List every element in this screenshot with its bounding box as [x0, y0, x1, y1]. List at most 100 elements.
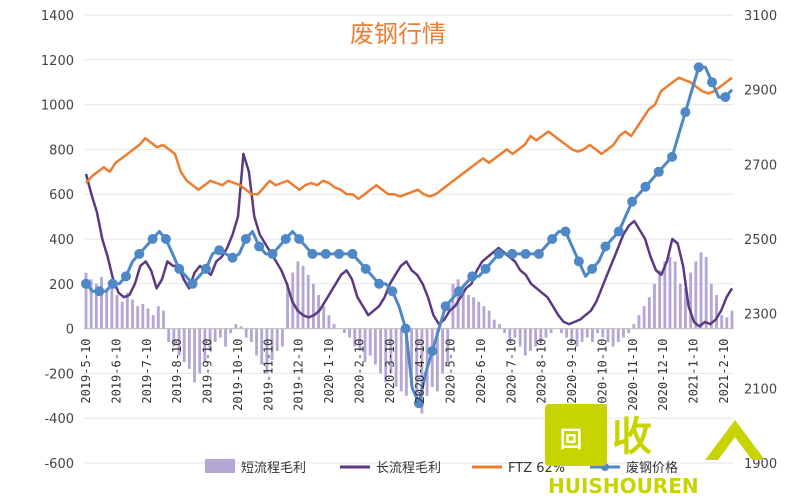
bar-short-process — [684, 288, 687, 329]
right-tick-label: 2500 — [744, 233, 777, 248]
price-marker — [653, 166, 664, 177]
price-marker — [613, 226, 624, 237]
bar-short-process — [327, 315, 331, 329]
bar-short-process — [415, 328, 419, 407]
bar-short-process — [146, 308, 150, 329]
bar-short-process — [399, 328, 403, 392]
bar-short-process — [436, 328, 439, 392]
bar-short-process — [467, 295, 470, 329]
bar-short-process — [296, 261, 300, 329]
x-tick-label: 2020-11-10 — [626, 339, 640, 411]
left-tick-label: 1200 — [41, 54, 74, 69]
price-marker — [134, 248, 145, 259]
bar-short-process — [89, 279, 93, 329]
bar-short-process — [275, 328, 279, 351]
x-tick-label: 2020-2-10 — [352, 339, 366, 404]
bar-short-process — [131, 299, 134, 329]
x-tick-label: 2020-1-10 — [322, 339, 336, 404]
watermark-logo-text-1: 回 — [560, 428, 582, 453]
bar-short-process — [234, 324, 238, 329]
price-marker — [627, 196, 638, 207]
bar-short-process — [389, 328, 393, 374]
left-tick-label: 200 — [49, 278, 74, 293]
bar-short-process — [224, 328, 227, 347]
bar-short-process — [730, 310, 734, 329]
bar-short-process — [606, 328, 610, 343]
bar-short-process — [425, 328, 429, 396]
bar-short-process — [565, 328, 569, 338]
left-tick-label: 1400 — [41, 9, 74, 24]
bar-short-process — [368, 328, 372, 356]
price-marker — [680, 107, 691, 118]
bar-short-process — [182, 328, 186, 363]
bar-short-process — [167, 328, 171, 343]
x-tick-label: 2021-1-10 — [687, 339, 701, 404]
bar-short-process — [430, 328, 434, 387]
bar-short-process — [177, 328, 181, 356]
bar-short-process — [482, 306, 486, 329]
price-marker — [81, 278, 91, 289]
price-marker — [667, 151, 678, 162]
price-marker — [707, 77, 718, 88]
bar-short-process — [213, 328, 217, 343]
bar-short-process — [580, 328, 584, 343]
bar-short-process — [265, 328, 269, 374]
left-axis-ticks: 1400 1200 1000 800 600 400 200 0 -200 -400 -600 — [41, 9, 74, 472]
price-marker — [360, 263, 371, 274]
bar-short-process — [115, 295, 119, 329]
price-marker — [467, 271, 478, 282]
bar-short-process — [518, 328, 522, 347]
price-marker — [387, 286, 398, 297]
bar-short-process — [84, 272, 88, 329]
bar-short-process — [311, 283, 315, 329]
x-tick-label: 2019-8-10 — [170, 339, 184, 404]
bar-short-process — [348, 328, 351, 338]
bar-short-process — [498, 324, 501, 329]
bar-short-process — [172, 328, 176, 347]
x-tick-label: 2019-5-10 — [79, 339, 93, 404]
price-marker — [280, 234, 291, 244]
price-marker — [533, 248, 544, 259]
bar-short-process — [529, 328, 532, 351]
price-marker — [587, 263, 598, 274]
right-tick-label: 2300 — [744, 308, 777, 323]
price-marker — [174, 263, 185, 274]
price-marker — [573, 256, 584, 267]
bar-short-process — [410, 328, 414, 387]
left-tick-label: 0 — [66, 323, 74, 338]
bar-short-process — [260, 328, 264, 365]
right-tick-label: 2100 — [744, 382, 777, 397]
bar-short-process — [616, 328, 620, 343]
price-marker — [400, 323, 411, 334]
bar-short-process — [404, 328, 408, 396]
left-tick-label: -200 — [44, 367, 74, 382]
series-1 — [84, 152, 734, 328]
left-tick-label: 800 — [49, 143, 74, 158]
bar-short-process — [715, 295, 718, 329]
bar-short-process — [534, 328, 538, 347]
watermark-recycle-icon — [705, 420, 765, 460]
series-3 — [81, 62, 734, 409]
bar-short-process — [720, 315, 724, 329]
price-marker — [227, 252, 238, 263]
bar-short-process — [704, 256, 708, 329]
price-marker — [427, 346, 438, 356]
bar-short-process — [420, 328, 424, 414]
bar-short-process — [699, 252, 703, 329]
x-tick-label: 2020-4-10 — [413, 339, 427, 404]
bar-series-short-process — [84, 252, 734, 414]
x-tick-label: 2020-7-10 — [504, 339, 518, 404]
bar-short-process — [141, 303, 145, 329]
bar-short-process — [193, 328, 196, 383]
price-marker — [214, 245, 225, 256]
bar-short-process — [627, 328, 631, 334]
bar-short-process — [136, 306, 140, 329]
bar-short-process — [560, 328, 563, 334]
bar-short-process — [456, 279, 460, 329]
price-marker — [334, 248, 345, 259]
price-marker — [160, 234, 171, 244]
bar-short-process — [694, 261, 698, 329]
bar-short-process — [513, 328, 517, 338]
bar-short-process — [229, 328, 233, 334]
price-marker — [507, 248, 518, 259]
